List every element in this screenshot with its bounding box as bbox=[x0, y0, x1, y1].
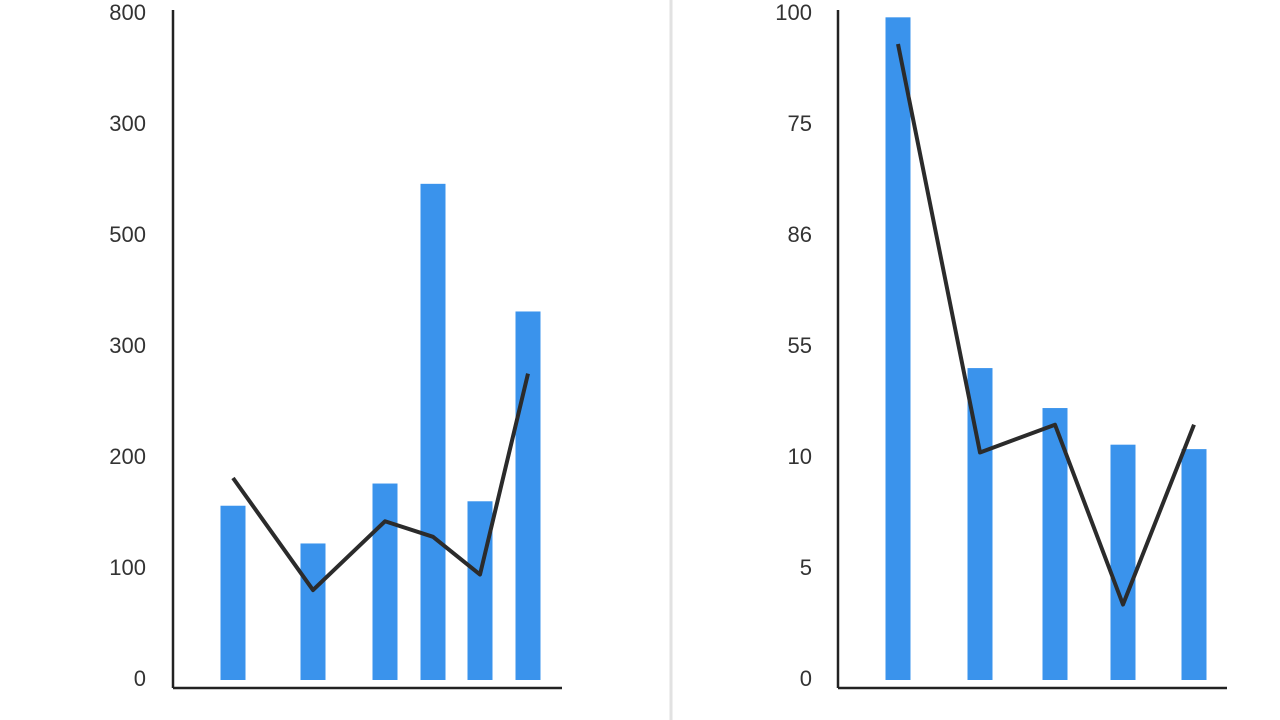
y-tick-label: 300 bbox=[109, 333, 146, 358]
y-tick-label: 86 bbox=[788, 222, 812, 247]
bar bbox=[220, 505, 246, 680]
bar bbox=[467, 501, 493, 680]
bar bbox=[1181, 449, 1207, 680]
y-tick-label: 300 bbox=[109, 111, 146, 136]
bar bbox=[300, 543, 326, 680]
bar bbox=[1110, 444, 1136, 680]
y-tick-label: 5 bbox=[800, 555, 812, 580]
y-tick-label: 0 bbox=[134, 666, 146, 691]
y-tick-label: 55 bbox=[788, 333, 812, 358]
bar bbox=[515, 311, 541, 680]
line bbox=[231, 373, 530, 593]
bar bbox=[372, 483, 398, 680]
bar bbox=[420, 183, 446, 680]
y-tick-label: 100 bbox=[109, 555, 146, 580]
y-tick-label: 200 bbox=[109, 444, 146, 469]
line bbox=[896, 43, 1196, 607]
y-tick-label: 10 bbox=[788, 444, 812, 469]
bar bbox=[885, 17, 911, 680]
y-tick-label: 75 bbox=[788, 111, 812, 136]
y-tick-label: 500 bbox=[109, 222, 146, 247]
bar bbox=[1042, 408, 1068, 680]
y-tick-label: 0 bbox=[800, 666, 812, 691]
y-tick-label: 800 bbox=[109, 0, 146, 25]
y-tick-label: 100 bbox=[775, 0, 812, 25]
